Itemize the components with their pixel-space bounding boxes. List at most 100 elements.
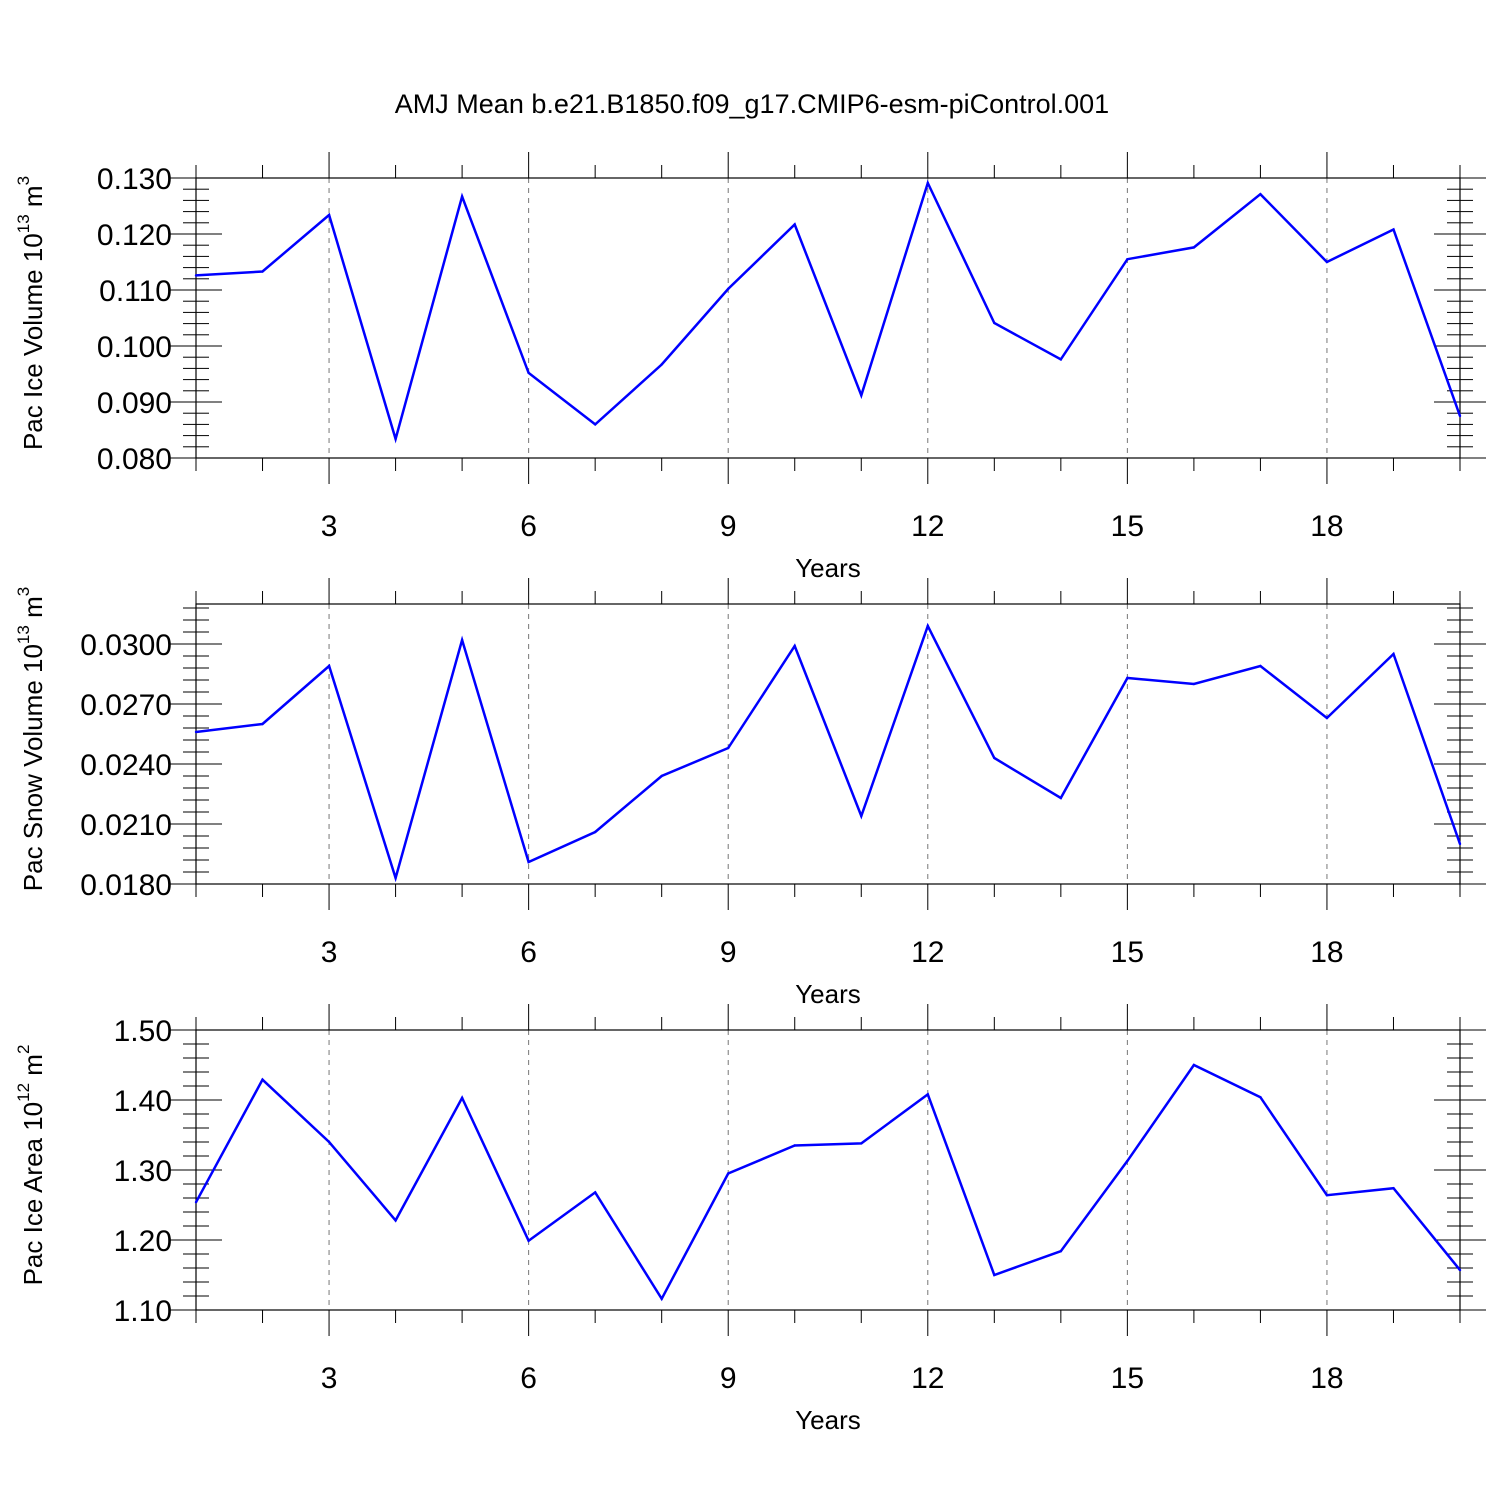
x-tick-label: 6 bbox=[520, 936, 537, 969]
y-tick-label: 1.10 bbox=[114, 1295, 172, 1328]
data-point bbox=[327, 213, 331, 217]
plot-frame bbox=[195, 603, 1461, 885]
data-point bbox=[926, 181, 929, 185]
data-point bbox=[1059, 358, 1063, 361]
y-axis-title-unit: m bbox=[18, 1054, 48, 1083]
data-point bbox=[793, 644, 796, 648]
data-point bbox=[993, 1273, 996, 1277]
data-point bbox=[727, 287, 730, 291]
y-tick-label: 0.0270 bbox=[80, 689, 172, 722]
y-tick-label: 1.20 bbox=[114, 1225, 172, 1258]
data-point bbox=[593, 1191, 597, 1194]
data-point bbox=[1192, 682, 1196, 686]
x-axis-title: Years bbox=[795, 979, 861, 1009]
data-point bbox=[1325, 1194, 1329, 1197]
data-point bbox=[1325, 716, 1329, 720]
data-point bbox=[394, 1219, 397, 1222]
data-point bbox=[593, 423, 597, 426]
data-point bbox=[926, 624, 929, 628]
data-point bbox=[1458, 1268, 1462, 1272]
data-point bbox=[261, 722, 264, 726]
y-tick-label: 0.100 bbox=[97, 331, 172, 364]
y-axis-title: Pac Ice Volume 1013 m3 bbox=[14, 176, 48, 450]
y-axis-title-unit-exponent: 3 bbox=[14, 176, 33, 185]
data-point bbox=[660, 363, 663, 366]
x-tick-label: 12 bbox=[911, 936, 944, 969]
data-point bbox=[993, 756, 996, 760]
y-axis-title: Pac Snow Volume 1013 m3 bbox=[14, 587, 48, 891]
y-tick-label: 0.080 bbox=[97, 443, 172, 476]
series-line bbox=[194, 1063, 1461, 1302]
y-axis-title-unit-exponent: 3 bbox=[14, 587, 33, 596]
y-tick-label: 0.0300 bbox=[80, 629, 172, 662]
y-axis-title-unit-exponent: 2 bbox=[14, 1045, 33, 1054]
x-tick-label: 3 bbox=[321, 510, 338, 543]
panels: 0.080 0.090 0.100 0.110 0.120 0.130 3 6 9 12 15 18 Y… bbox=[14, 152, 1486, 1435]
y-tick-label: 0.110 bbox=[99, 275, 172, 308]
y-axis-title-text: Pac Ice Area 10 bbox=[18, 1102, 48, 1286]
panel-3: 1.10 1.20 1.30 1.40 1.50 3 6 9 12 15 18 Years Pac Ic… bbox=[14, 1004, 1486, 1435]
x-tick-label: 12 bbox=[911, 510, 944, 543]
data-point bbox=[327, 1140, 331, 1144]
y-axis-title: Pac Ice Area 1012 m2 bbox=[14, 1045, 48, 1286]
data-point bbox=[1392, 228, 1395, 231]
data-point bbox=[1059, 1250, 1063, 1253]
data-point bbox=[527, 860, 530, 864]
x-tick-label: 6 bbox=[520, 1362, 537, 1395]
panel-1: 0.080 0.090 0.100 0.110 0.120 0.130 3 6 9 12 15 18 Y… bbox=[14, 152, 1486, 583]
data-point bbox=[1392, 652, 1395, 656]
data-point bbox=[194, 274, 198, 277]
x-tick-label: 9 bbox=[720, 936, 737, 969]
y-tick-label: 1.40 bbox=[114, 1085, 172, 1118]
x-tick-label: 18 bbox=[1310, 1362, 1343, 1395]
x-tick-label: 3 bbox=[321, 1362, 338, 1395]
y-axis-title-exponent: 12 bbox=[14, 1083, 33, 1102]
data-point bbox=[1325, 260, 1329, 264]
data-point bbox=[460, 1096, 464, 1100]
data-point bbox=[1192, 246, 1196, 249]
y-axis-title-unit: m bbox=[18, 596, 48, 625]
panel-2: 0.0180 0.0210 0.0240 0.0270 0.0300 3 6 9 12 15 18 Y… bbox=[14, 578, 1486, 1009]
x-tick-label: 12 bbox=[911, 1362, 944, 1395]
y-tick-label: 0.120 bbox=[97, 219, 172, 252]
y-axis-title-unit: m bbox=[18, 185, 48, 214]
x-tick-label: 15 bbox=[1111, 510, 1144, 543]
data-point bbox=[727, 1172, 730, 1175]
y-axis-title-exponent: 13 bbox=[14, 625, 33, 644]
x-tick-label: 9 bbox=[720, 510, 737, 543]
data-point bbox=[1059, 796, 1063, 800]
data-point bbox=[926, 1093, 929, 1096]
plot-frame bbox=[195, 1029, 1461, 1311]
data-point bbox=[527, 1239, 530, 1242]
y-tick-label: 0.0210 bbox=[80, 809, 172, 842]
data-point bbox=[860, 394, 863, 397]
data-point bbox=[394, 437, 397, 441]
y-tick-label: 0.130 bbox=[97, 163, 172, 196]
data-point bbox=[660, 774, 663, 778]
data-point bbox=[1126, 258, 1129, 261]
y-tick-label: 0.090 bbox=[97, 387, 172, 420]
data-point bbox=[261, 270, 264, 273]
chart-title: AMJ Mean b.e21.B1850.f09_g17.CMIP6-esm-p… bbox=[395, 89, 1109, 119]
y-tick-label: 1.50 bbox=[114, 1015, 172, 1048]
data-point bbox=[1192, 1063, 1196, 1067]
plot-frame bbox=[195, 177, 1461, 459]
x-tick-label: 18 bbox=[1310, 510, 1343, 543]
x-axis-title: Years bbox=[795, 553, 861, 583]
x-axis-title: Years bbox=[795, 1405, 861, 1435]
data-point bbox=[1458, 414, 1462, 418]
data-point bbox=[860, 1142, 863, 1145]
x-tick-label: 3 bbox=[321, 936, 338, 969]
data-point bbox=[1259, 664, 1262, 668]
y-tick-label: 1.30 bbox=[114, 1155, 172, 1188]
data-point bbox=[727, 746, 730, 750]
y-axis-title-text: Pac Ice Volume 10 bbox=[18, 233, 48, 450]
data-point bbox=[261, 1078, 264, 1081]
data-point bbox=[860, 814, 863, 818]
data-point bbox=[194, 730, 198, 734]
data-point bbox=[460, 195, 464, 198]
data-point bbox=[1259, 1096, 1262, 1099]
x-tick-label: 6 bbox=[520, 510, 537, 543]
y-axis-title-text: Pac Snow Volume 10 bbox=[18, 644, 48, 891]
